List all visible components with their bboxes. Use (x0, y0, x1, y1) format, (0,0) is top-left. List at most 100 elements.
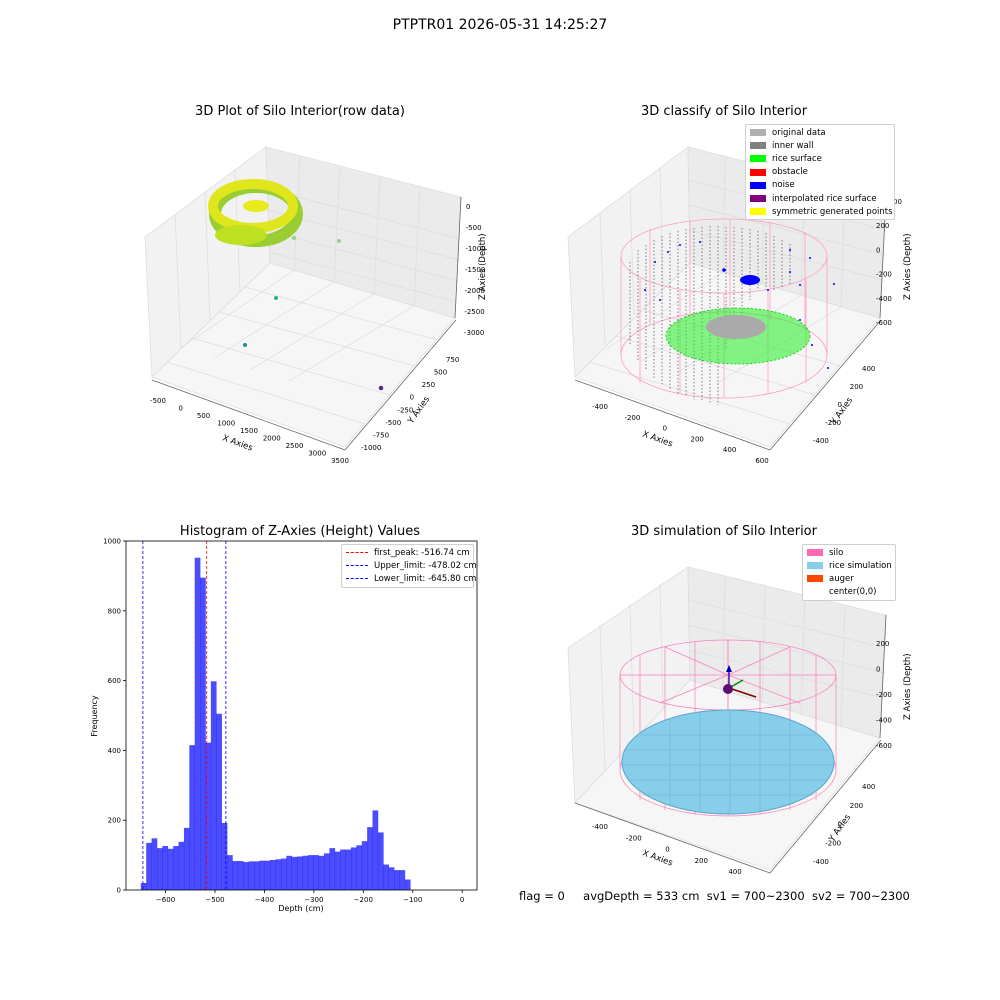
classify-center-original-data (706, 315, 766, 339)
legend-label: obstacle (772, 167, 808, 178)
histogram-bar (205, 742, 212, 890)
legend-label: auger (829, 573, 854, 584)
histogram-bar (367, 827, 373, 890)
legend-item: inner wall (746, 139, 894, 152)
raw-panel-title: 3D Plot of Silo Interior(row data) (195, 104, 405, 119)
simulation-3d-plot: -400 -200 0 200 400 400 200 0 -200 -400 200 0 -200… (567, 566, 913, 876)
legend-swatch (807, 562, 823, 570)
raw-x-tick: 3000 (308, 450, 326, 458)
classify-x-tick: -200 (624, 414, 640, 422)
histogram-bar (232, 861, 239, 890)
histogram-bar (253, 861, 260, 890)
legend-swatch (346, 552, 368, 554)
simulation-y-tick: 400 (862, 783, 875, 791)
raw-x-tick: 2000 (263, 435, 281, 443)
simulation-legend: silo rice simulation auger center(0,0) (802, 544, 896, 601)
classify-x-tick: -400 (592, 403, 608, 411)
histogram-bar (210, 681, 217, 890)
raw-y-tick: 750 (446, 356, 459, 364)
legend-label: rice surface (772, 153, 822, 164)
histogram-bar (221, 822, 228, 890)
simulation-rice-surface (621, 709, 835, 815)
histogram-bar (361, 841, 368, 890)
histogram-bar (156, 848, 163, 890)
legend-item: Lower_limit: -645.80 cm (342, 572, 476, 585)
raw-x-tick: 2500 (286, 442, 304, 450)
raw-y-tick: -1000 (361, 444, 381, 452)
classify-panel-title: 3D classify of Silo Interior (640, 104, 808, 119)
legend-swatch (750, 208, 766, 216)
legend-swatch (807, 549, 823, 557)
raw-z-tick: -500 (466, 224, 482, 232)
legend-label: inner wall (772, 140, 814, 151)
simulation-x-tick: -200 (626, 834, 642, 842)
simulation-x-tick: 0 (665, 846, 669, 854)
classify-z-tick: -600 (876, 319, 892, 327)
legend-label: rice simulation (829, 560, 892, 571)
simulation-z-tick: 200 (876, 640, 889, 648)
raw-x-axis-label: X Axies (221, 433, 254, 453)
classify-x-tick-labels: -400 -200 0 200 400 600 (592, 403, 769, 465)
raw-z-axis-label: Z Axies (Depth) (478, 233, 488, 300)
raw-z-tick-labels: 0 -500 -1000 -1500 -2000 -2500 -3000 (464, 203, 486, 337)
legend-swatch (750, 181, 766, 189)
classify-y-tick-labels: 400 200 0 -200 -400 (813, 365, 875, 445)
histogram-bar (243, 862, 249, 890)
classify-y-axis-label: Y Axies (829, 395, 856, 427)
histogram-bar (286, 855, 293, 890)
sv2-text: sv2 = 700~2300 (811, 889, 910, 903)
histogram-chart: −600 −500 −400 −300 −200 −100 0 0 200 400 600 800 1… (90, 538, 478, 913)
classify-y-tick: -400 (813, 437, 829, 445)
histogram-bar (216, 713, 222, 890)
raw-y-tick: 500 (434, 369, 447, 377)
legend-item: noise (746, 179, 894, 192)
raw-gridlines (166, 155, 462, 425)
classify-z-tick: -400 (876, 295, 892, 303)
classify-z-tick: 200 (876, 222, 889, 230)
raw-z-tick: -2000 (465, 287, 485, 295)
classify-x-tick: 200 (691, 435, 704, 443)
legend-swatch (807, 588, 823, 596)
histogram-bars (140, 557, 411, 890)
histogram-x-tick-label: −200 (354, 896, 373, 904)
classify-y-tick: 400 (862, 365, 875, 373)
histogram-bar (313, 855, 319, 890)
simulation-x-tick: 400 (728, 868, 741, 876)
classify-legend: original data inner wall rice surface obsta… (745, 124, 895, 221)
legend-item: obstacle (746, 166, 894, 179)
simulation-y-tick: 0 (838, 821, 842, 829)
legend-swatch (750, 168, 766, 176)
simulation-panel-title: 3D simulation of Silo Interior (631, 524, 817, 539)
histogram-bar (227, 855, 233, 890)
raw-y-tick: 0 (410, 394, 414, 402)
legend-item: Upper_limit: -478.02 cm (342, 559, 477, 572)
histogram-bar (259, 860, 266, 890)
histogram-title: Histogram of Z-Axies (Height) Values (179, 524, 421, 539)
simulation-y-tick: -400 (813, 858, 829, 866)
histogram-bar (345, 849, 352, 890)
legend-item: symmetric generated points (746, 205, 894, 218)
histogram-bar (297, 856, 303, 890)
histogram-bar (350, 847, 357, 890)
histogram-x-ticks: −600 −500 −400 −300 −200 −100 0 (156, 890, 464, 904)
legend-swatch (750, 142, 766, 150)
simulation-z-axis-label: Z Axies (Depth) (903, 653, 913, 720)
histogram-bar (264, 860, 271, 890)
histogram-bar (248, 861, 255, 890)
raw-y-tick: 250 (422, 381, 435, 389)
raw-x-tick-labels: -500 0 500 1000 1500 2000 2500 3000 3500 (150, 397, 349, 465)
figure-title: PTPTR01 2026-05-31 14:25:27 (392, 17, 608, 33)
legend-label: first_peak: -516.74 cm (374, 547, 470, 558)
histogram-bar (151, 838, 158, 890)
histogram-bar (388, 867, 395, 890)
simulation-y-tick: 200 (850, 802, 863, 810)
histogram-bar (340, 849, 346, 890)
histogram-frame (125, 540, 478, 891)
histogram-y-tick-label: 1000 (103, 538, 121, 546)
histogram-bar (270, 859, 276, 890)
raw-x-tick: 0 (179, 405, 183, 413)
classify-x-axis-label: X Axies (641, 429, 674, 449)
classify-partial-tick: 00 (893, 198, 902, 206)
simulation-x-tick: -400 (592, 823, 608, 831)
